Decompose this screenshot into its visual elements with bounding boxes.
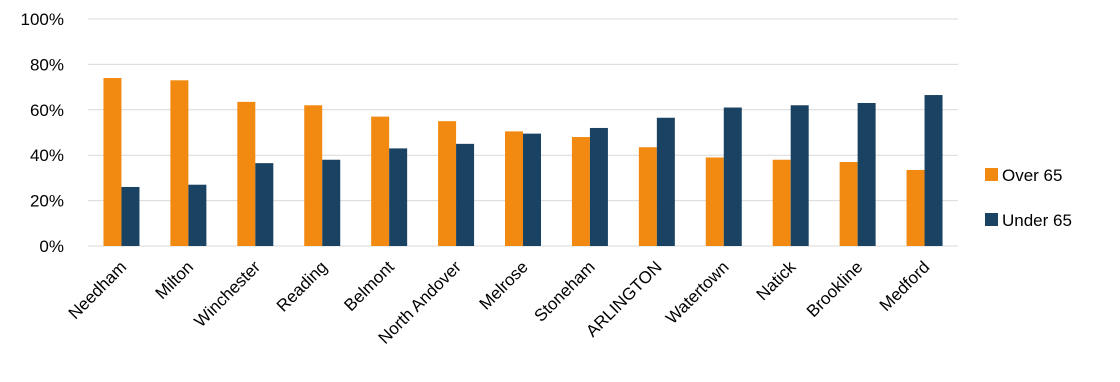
legend-swatch-under-65 <box>985 213 998 226</box>
x-category-label: Belmont <box>340 257 398 315</box>
bar-under-65 <box>723 107 742 246</box>
bar-under-65 <box>589 127 608 246</box>
bar-over-65 <box>839 162 858 246</box>
y-tick-label: 100% <box>21 10 64 29</box>
bar-over-65 <box>638 147 657 246</box>
y-tick-label: 60% <box>30 101 64 120</box>
bar-over-65 <box>906 169 925 246</box>
bar-under-65 <box>924 95 943 246</box>
bar-over-65 <box>170 80 189 246</box>
bar-under-65 <box>523 133 541 246</box>
x-category-label: Stoneham <box>531 257 599 325</box>
x-category-label: Watertown <box>662 257 732 327</box>
x-category-label: Reading <box>273 257 331 315</box>
bar-over-65 <box>371 116 390 246</box>
x-category-label: Winchester <box>191 257 265 331</box>
bar-over-65 <box>571 137 590 246</box>
bar-under-65 <box>790 105 809 246</box>
legend-label-over-65: Over 65 <box>1002 166 1062 185</box>
bar-under-65 <box>857 102 876 247</box>
bar-under-65 <box>456 143 475 246</box>
bar-over-65 <box>772 159 791 246</box>
y-tick-label: 0% <box>39 237 64 256</box>
legend: Over 65 Under 65 <box>985 166 1072 230</box>
x-category-label: Natick <box>753 257 800 304</box>
y-tick-label: 20% <box>30 192 64 211</box>
y-axis-tick-labels: 0% 20% 40% 60% 80% 100% <box>21 10 64 256</box>
bar-over-65 <box>438 121 457 246</box>
y-tick-label: 40% <box>30 146 64 165</box>
bar-under-65 <box>255 163 274 246</box>
legend-label-under-65: Under 65 <box>1002 211 1072 230</box>
bar-under-65 <box>389 148 408 246</box>
bar-over-65 <box>705 157 724 246</box>
x-category-label: Needham <box>65 257 131 323</box>
x-category-label: Medford <box>876 257 934 315</box>
bar-over-65 <box>304 105 323 246</box>
legend-swatch-over-65 <box>985 168 998 181</box>
bar-over-65 <box>237 101 256 246</box>
bar-over-65 <box>103 78 122 247</box>
bar-under-65 <box>188 184 207 246</box>
bar-under-65 <box>121 186 140 246</box>
x-category-label: Milton <box>152 257 198 303</box>
x-category-label: Brookline <box>803 257 867 321</box>
x-category-label: Melrose <box>476 257 532 313</box>
bars <box>103 78 943 247</box>
bar-under-65 <box>656 117 675 246</box>
bar-over-65 <box>505 131 523 246</box>
bar-under-65 <box>322 159 341 246</box>
y-tick-label: 80% <box>30 55 64 74</box>
